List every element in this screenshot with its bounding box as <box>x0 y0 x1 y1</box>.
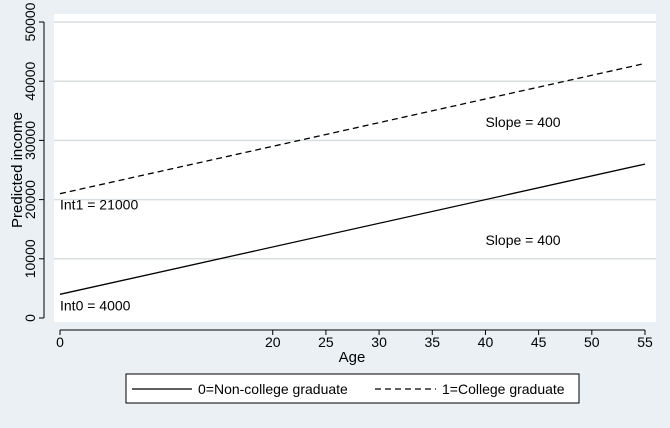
y-tick-label: 0 <box>22 314 38 322</box>
plot-area <box>54 14 656 322</box>
y-tick-label: 10000 <box>22 239 38 278</box>
legend-box <box>125 373 580 404</box>
grid-lines <box>54 21 656 260</box>
annotation-0: Int0 = 4000 <box>60 297 131 313</box>
x-tick-label: 40 <box>478 334 494 350</box>
x-tick-label: 30 <box>371 334 387 350</box>
legend-label-series-1: 1=College graduate <box>442 381 565 397</box>
y-tick-label: 20000 <box>22 180 38 219</box>
x-tick-label: 50 <box>584 334 600 350</box>
axes: 0 10000 20000 30000 40000 50000 0 20 25 30 35 40 45 5… <box>22 2 653 350</box>
x-axis-title: Age <box>339 349 366 366</box>
y-axis-title: Predicted income <box>9 112 26 228</box>
y-tick-label: 50000 <box>22 2 38 41</box>
series <box>59 62 646 295</box>
annotation-1: Int1 = 21000 <box>60 197 138 213</box>
y-tick-label: 40000 <box>22 62 38 101</box>
x-tick-label: 45 <box>531 334 547 350</box>
legend-label-series-0: 0=Non-college graduate <box>198 381 348 397</box>
annotations: Int0 = 4000 Int1 = 21000 Slope = 400 Slope … <box>60 114 561 314</box>
legend: 0=Non-college graduate 1=College graduat… <box>125 373 580 404</box>
x-tick-label: 35 <box>424 334 440 350</box>
annotation-3: Slope = 400 <box>485 114 560 130</box>
y-tick-label: 30000 <box>22 121 38 160</box>
annotation-2: Slope = 400 <box>485 232 560 248</box>
series-line-0 <box>59 163 646 295</box>
x-tick-label: 20 <box>265 334 281 350</box>
x-tick-label: 25 <box>318 334 334 350</box>
x-tick-label: 55 <box>637 334 653 350</box>
x-tick-label: 0 <box>56 334 64 350</box>
